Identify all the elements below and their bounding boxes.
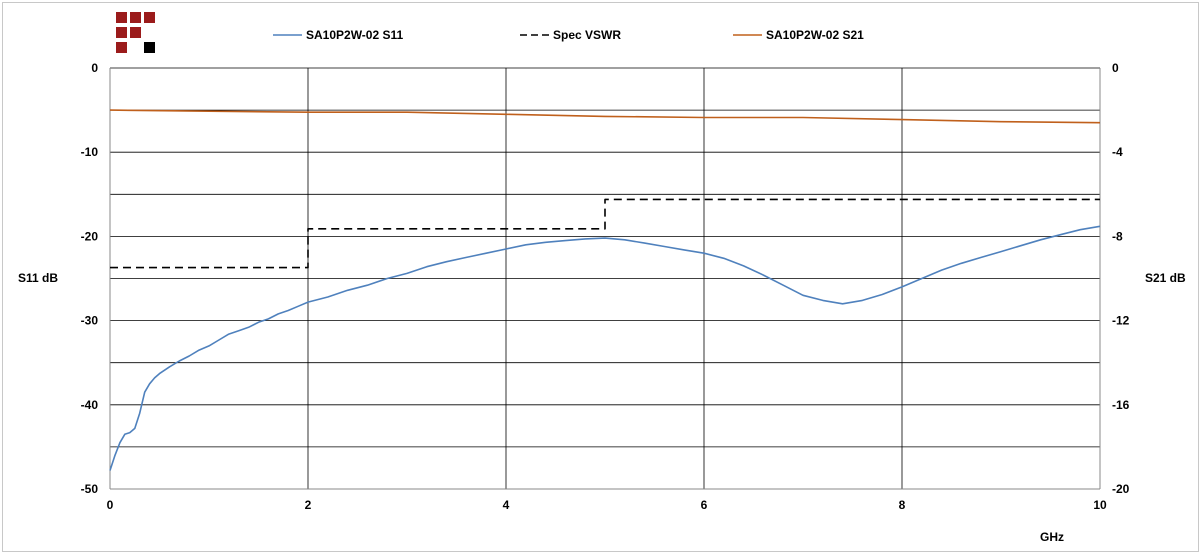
y2-tick-label: -8 <box>1112 229 1123 243</box>
legend-label-s21: SA10P2W-02 S21 <box>766 28 864 42</box>
y-axis-label: S11 dB <box>18 271 58 285</box>
series-lines <box>109 109 1101 471</box>
y-tick-label: -30 <box>81 314 99 328</box>
y-tick-label: -20 <box>81 229 99 243</box>
y2-tick-label: 0 <box>1112 61 1119 75</box>
x-tick-label: 0 <box>107 498 114 512</box>
x-axis-label: GHz <box>1040 530 1064 544</box>
x-tick-label: 6 <box>701 498 708 512</box>
gridlines <box>109 67 1101 490</box>
y2-tick-label: -12 <box>1112 314 1130 328</box>
y-tick-label: -40 <box>81 398 99 412</box>
series-line-spec-vswr <box>110 198 1100 269</box>
legend: SA10P2W-02 S11 Spec VSWR SA10P2W-02 S21 <box>273 28 864 42</box>
x-tick-label: 2 <box>305 498 312 512</box>
y2-tick-label: -4 <box>1112 145 1123 159</box>
y2-tick-label: -20 <box>1112 482 1130 496</box>
y2-tick-label: -16 <box>1112 398 1130 412</box>
x-tick-label: 10 <box>1093 498 1107 512</box>
legend-label-spec: Spec VSWR <box>553 28 621 42</box>
axes <box>109 68 1101 490</box>
x-tick-label: 4 <box>503 498 510 512</box>
y-tick-label: -50 <box>81 482 99 496</box>
company-logo <box>116 12 155 53</box>
series-line-s21 <box>109 109 1101 124</box>
legend-label-s11: SA10P2W-02 S11 <box>306 28 403 42</box>
y-tick-label: 0 <box>91 61 98 75</box>
y2-axis-label: S21 dB <box>1145 271 1186 285</box>
series-line-s11 <box>109 225 1101 471</box>
y-tick-label: -10 <box>81 145 99 159</box>
x-tick-label: 8 <box>899 498 906 512</box>
tick-labels: 0 2 4 6 8 10 0 -10 -20 -30 -40 -50 0 -4 -8 -12 -16 -20 <box>81 61 1130 512</box>
